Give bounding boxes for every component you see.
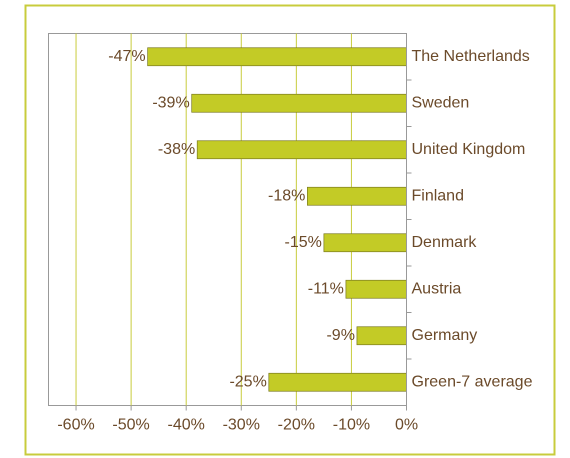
x-tick-label: -30%: [223, 417, 260, 434]
x-tick-label: -20%: [278, 417, 315, 434]
y-tick-label: Germany: [412, 327, 478, 344]
y-tick-label: The Netherlands: [412, 48, 530, 65]
x-tick-label: -60%: [57, 417, 94, 434]
x-tick-label: -50%: [112, 417, 149, 434]
value-label: -15%: [285, 234, 322, 251]
bar: [147, 47, 407, 67]
value-label: -47%: [108, 48, 145, 65]
bar: [356, 326, 407, 346]
y-tick-label: United Kingdom: [412, 141, 526, 158]
value-label: -38%: [158, 141, 195, 158]
value-label: -25%: [229, 373, 266, 390]
x-tick-label: 0%: [395, 417, 418, 434]
y-tick-label: Finland: [412, 187, 464, 204]
bar: [268, 372, 407, 392]
value-label: -9%: [326, 327, 354, 344]
y-tick-label: Sweden: [412, 94, 470, 111]
value-label: -39%: [152, 94, 189, 111]
x-tick-label: -10%: [333, 417, 370, 434]
y-tick-label: Austria: [412, 280, 462, 297]
value-label: -18%: [268, 187, 305, 204]
value-label: -11%: [308, 280, 344, 297]
y-tick-label: Green-7 average: [412, 373, 533, 390]
bar: [307, 186, 407, 206]
frame: [24, 4, 556, 456]
x-tick-label: -40%: [168, 417, 205, 434]
bar: [191, 93, 407, 113]
bar: [323, 233, 407, 253]
y-tick-label: Denmark: [412, 234, 478, 251]
plot-area: [48, 33, 407, 406]
bar: [196, 140, 407, 160]
bar: [345, 279, 407, 299]
